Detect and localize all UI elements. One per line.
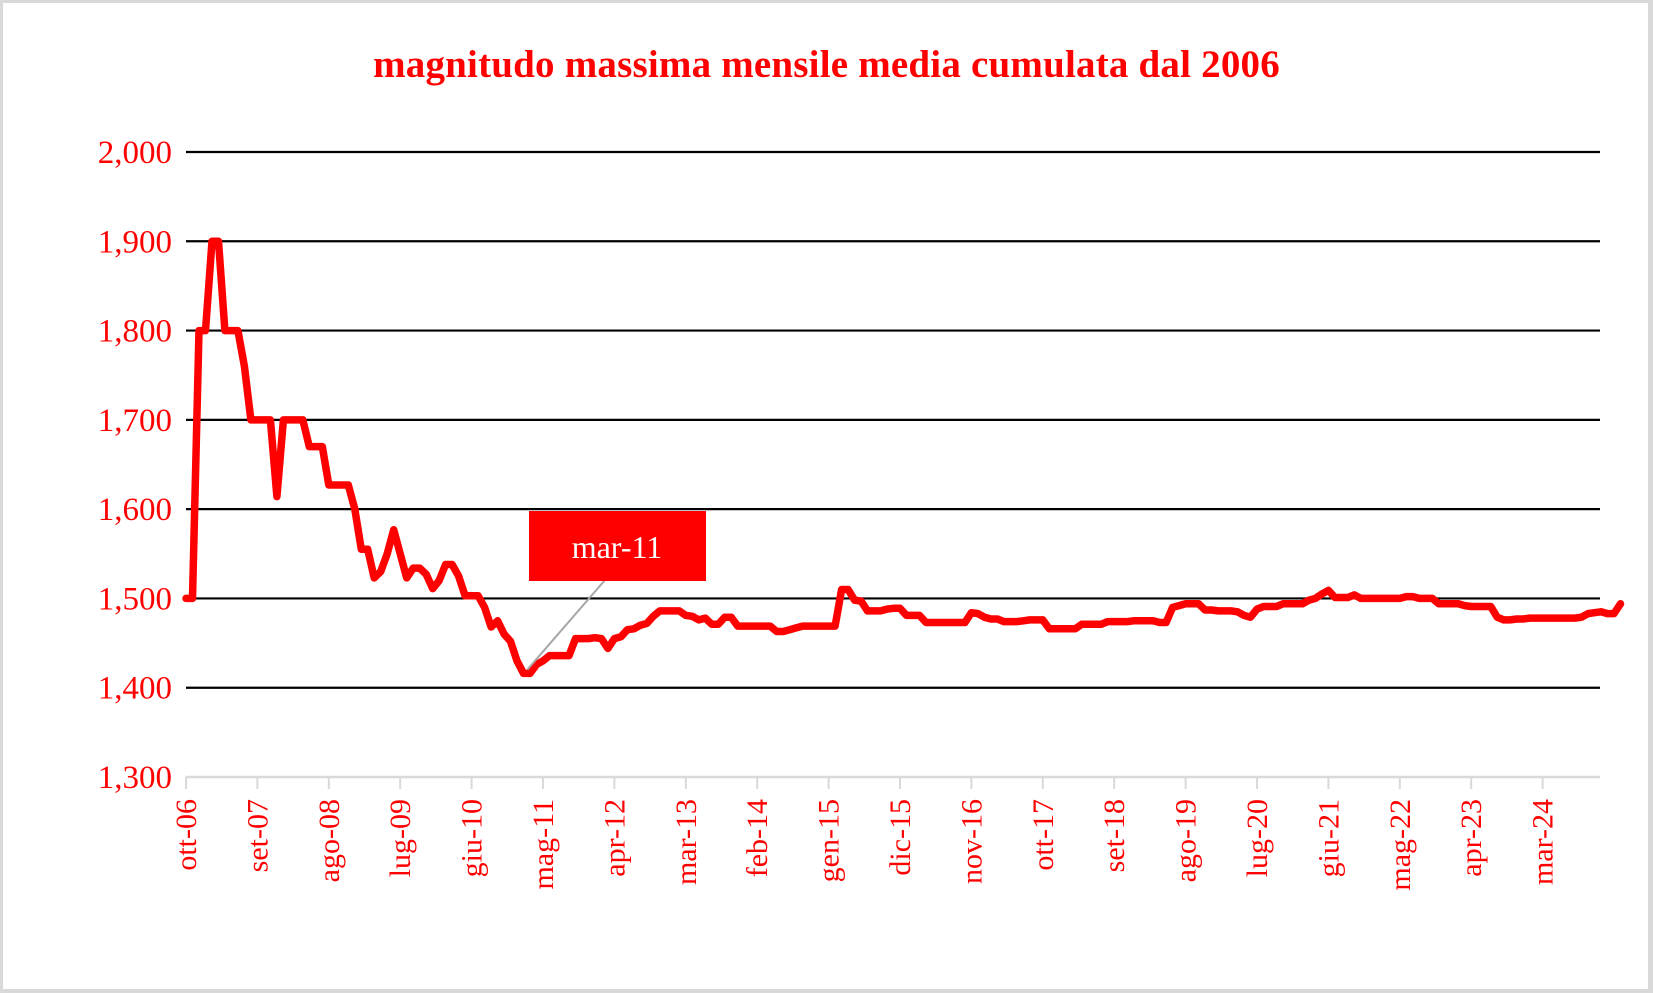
x-tick-label: mar-13: [670, 799, 703, 885]
x-tick-label: ott-17: [1027, 799, 1060, 871]
gridlines: [186, 150, 1600, 689]
x-tick-label: feb-14: [741, 799, 774, 877]
series-line: [182, 237, 1625, 678]
x-tick-label: ago-08: [313, 799, 346, 882]
x-tick-label: ago-19: [1170, 799, 1203, 882]
chart-title: magnitudo massima mensile media cumulata…: [373, 43, 1280, 86]
x-tick-label: lug-20: [1241, 799, 1274, 877]
x-tick-label: ott-06: [170, 799, 203, 871]
x-tick-label: mar-24: [1527, 799, 1560, 885]
y-tick-label: 1,600: [98, 492, 172, 528]
y-tick-label: 1,300: [98, 760, 172, 796]
x-tick-label: apr-23: [1455, 799, 1488, 877]
x-axis: ott-06 set-07 ago-08 lug-09 giu-10 mag-11 apr-…: [170, 775, 1600, 891]
y-tick-label: 2,000: [98, 135, 172, 171]
x-tick-label: set-18: [1098, 799, 1131, 872]
y-tick-label: 1,700: [98, 403, 172, 439]
y-tick-label: 1,900: [98, 224, 172, 260]
x-tick-label: gen-15: [813, 799, 846, 882]
x-tick-label: nov-16: [955, 799, 988, 884]
y-tick-label: 1,400: [98, 671, 172, 707]
x-tick-label: mag-22: [1384, 799, 1417, 891]
annotation-box: [529, 511, 706, 581]
x-tick-label: apr-12: [598, 799, 631, 877]
x-tick-label: lug-09: [384, 799, 417, 877]
annotation: mar-11: [526, 511, 706, 671]
x-tick-label: mag-11: [527, 799, 560, 890]
data-series: [182, 237, 1625, 678]
x-tick-label: set-07: [241, 799, 274, 872]
y-tick-label: 1,500: [98, 581, 172, 617]
y-axis: 1,300 1,400 1,500 1,600 1,700 1,800 1,900 2,000: [98, 135, 172, 796]
x-tick-label: dic-15: [884, 799, 917, 876]
x-tick-label: giu-10: [456, 799, 489, 877]
annotation-leader-line: [526, 579, 606, 671]
annotation-label: mar-11: [572, 529, 663, 565]
y-tick-label: 1,800: [98, 314, 172, 350]
x-tick-label: giu-21: [1312, 799, 1345, 877]
